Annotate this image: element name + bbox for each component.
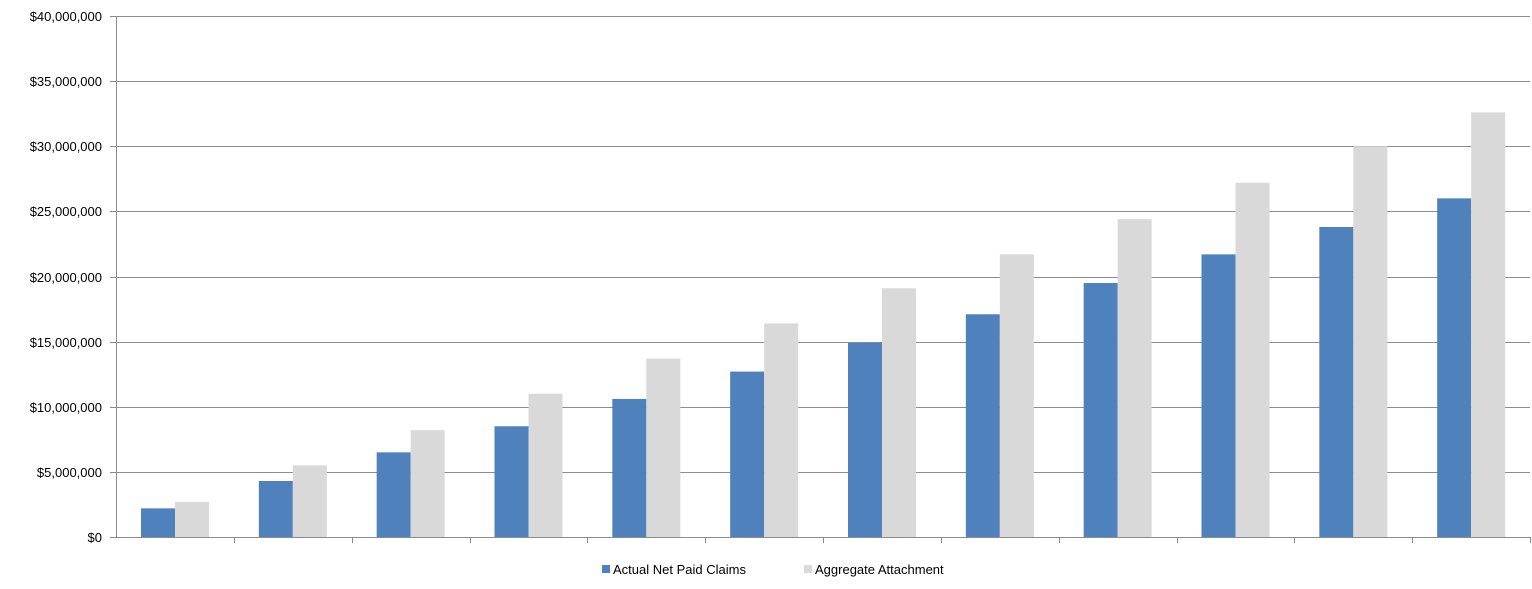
bar-actual-net-paid-claims [1319, 227, 1354, 537]
y-tick-label: $25,000,000 [30, 204, 102, 219]
bar-actual-net-paid-claims [494, 426, 529, 537]
bar-actual-net-paid-claims [612, 398, 647, 537]
y-tick-label: $35,000,000 [30, 74, 102, 89]
y-tick-label: $5,000,000 [37, 465, 102, 480]
bar-actual-net-paid-claims [376, 452, 411, 537]
bar-actual-net-paid-claims [141, 508, 175, 537]
bar-aggregate-attachment [1235, 182, 1270, 537]
bar-aggregate-attachment [646, 358, 681, 537]
bars [141, 112, 1506, 538]
bar-aggregate-attachment [999, 254, 1034, 538]
bar-actual-net-paid-claims [258, 480, 293, 537]
x-axis [116, 16, 1531, 543]
bar-actual-net-paid-claims [1083, 283, 1118, 537]
legend: Actual Net Paid Claims Aggregate Attachme… [602, 562, 944, 577]
bar-aggregate-attachment [528, 393, 563, 537]
bar-actual-net-paid-claims [1201, 254, 1236, 538]
y-tick-label: $40,000,000 [30, 9, 102, 24]
y-tick-label: $10,000,000 [30, 400, 102, 415]
bar-actual-net-paid-claims [965, 314, 1000, 537]
y-axis-tick-labels: $0 $5,000,000 $10,000,000 $15,000,000 $20,00… [30, 9, 102, 545]
bar-aggregate-attachment [410, 430, 445, 537]
bar-actual-net-paid-claims [1437, 198, 1472, 537]
bar-actual-net-paid-claims [730, 371, 765, 537]
y-tick-label: $0 [88, 530, 102, 545]
legend-label: Aggregate Attachment [815, 562, 944, 577]
y-tick-label: $20,000,000 [30, 270, 102, 285]
bar-aggregate-attachment [1353, 146, 1388, 537]
y-tick-label: $15,000,000 [30, 335, 102, 350]
legend-swatch [804, 565, 812, 573]
bar-actual-net-paid-claims [848, 342, 882, 537]
legend-swatch [602, 565, 610, 573]
gridlines [110, 16, 1530, 538]
bar-aggregate-attachment [175, 501, 209, 537]
legend-label: Actual Net Paid Claims [613, 562, 746, 577]
bar-aggregate-attachment [292, 465, 327, 537]
bar-aggregate-attachment [764, 323, 799, 537]
bar-aggregate-attachment [1471, 112, 1506, 537]
y-tick-label: $30,000,000 [30, 139, 102, 154]
bar-aggregate-attachment [1117, 219, 1152, 537]
bar-aggregate-attachment [882, 288, 916, 537]
